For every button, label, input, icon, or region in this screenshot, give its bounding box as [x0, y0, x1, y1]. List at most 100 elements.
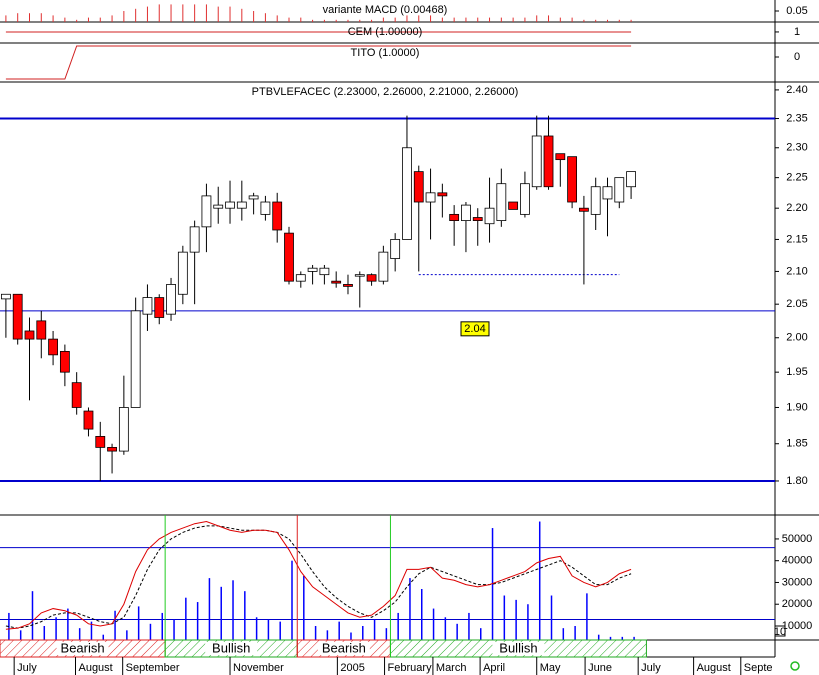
candle-body: [107, 447, 117, 452]
x-tick-label: May: [540, 662, 561, 674]
candle-body: [390, 239, 401, 259]
y-tick-label: 2.05: [786, 298, 807, 310]
candle-body: [95, 435, 106, 448]
candle-body: [236, 201, 247, 209]
candle-body: [555, 153, 566, 161]
candle-body: [449, 213, 460, 222]
candle-body: [48, 338, 58, 356]
candle-body: [154, 297, 165, 318]
candle-body: [36, 320, 47, 340]
candle-body: [543, 135, 554, 188]
candle-body: [295, 274, 306, 282]
candle-body: [461, 204, 471, 222]
slow-line: [5, 525, 632, 629]
candle-body: [579, 207, 589, 212]
candle-body: [59, 351, 70, 373]
panel-title: PTBVLEFACEC (2.23000, 2.26000, 2.21000, …: [252, 86, 519, 98]
regime-label-bg: [56, 642, 109, 655]
y-tick-label: 1.85: [786, 438, 807, 450]
candle-body: [166, 284, 176, 315]
y-tick-label: 2.40: [786, 84, 807, 96]
y-tick-label: 1.95: [786, 366, 807, 378]
candle-body: [213, 204, 224, 209]
y-tick-label: 2.25: [786, 172, 807, 184]
candle-body: [118, 407, 129, 452]
candle-body: [71, 382, 82, 408]
candle-body: [366, 274, 377, 282]
candle-body: [602, 186, 613, 200]
candle-body: [378, 251, 389, 282]
regime-label: Bullish: [212, 640, 250, 655]
y-tick-label: 1: [794, 26, 800, 38]
x-tick-label: Septe: [744, 662, 773, 674]
regime-label: Bullish: [499, 640, 537, 655]
candle-body: [177, 251, 188, 295]
candle-body: [343, 284, 353, 287]
panel-title: variante MACD (0.00468): [323, 4, 448, 16]
panel-title: CEM (1.00000): [348, 26, 423, 38]
candle-body: [614, 177, 625, 203]
candle-body: [437, 192, 448, 197]
candle-body: [0, 293, 11, 300]
candle-body: [260, 201, 271, 215]
candle-body: [319, 267, 330, 276]
y-tick-label: 2.10: [786, 265, 807, 277]
regime-label: Bearish: [61, 640, 105, 655]
regime-label-bg: [492, 642, 545, 655]
x-tick-label: August: [697, 662, 731, 674]
y-tick-label: 1.90: [786, 401, 807, 413]
y-tick-label: 1.80: [786, 475, 807, 487]
candle-body: [354, 274, 365, 277]
regime-label: Bearish: [322, 640, 366, 655]
y-tick-label: 2.15: [786, 233, 807, 245]
x-tick-label: August: [78, 662, 112, 674]
x-tick-label: June: [588, 662, 612, 674]
candle-body: [520, 183, 530, 215]
y-tick-label: 40000: [782, 555, 813, 567]
y-tick-label: 2.35: [786, 112, 807, 124]
candle-body: [626, 171, 636, 188]
candle-body: [331, 280, 342, 284]
support-badge: [460, 321, 490, 337]
candle-body: [189, 226, 200, 253]
x-tick-label: July: [641, 662, 661, 674]
candle-body: [83, 410, 94, 430]
indicator-line: [5, 45, 632, 80]
y-tick-label: 0.05: [786, 5, 807, 17]
y-tick-label: 2.30: [786, 142, 807, 154]
y-tick-label: 10000: [782, 620, 813, 632]
status-icon: [790, 661, 800, 671]
candle-body: [24, 330, 35, 340]
regime-label-bg: [317, 642, 370, 655]
candle-body: [284, 232, 294, 282]
candle-body: [567, 156, 578, 203]
x-tick-label: September: [126, 662, 180, 674]
regime-label-bg: [205, 642, 258, 655]
candle-body: [225, 201, 235, 209]
candle-body: [531, 135, 542, 188]
y-tick-label: 2.20: [786, 202, 807, 214]
candle-body: [12, 293, 23, 340]
candle-body: [201, 195, 212, 228]
annotation: 10: [774, 626, 786, 638]
y-tick-label: 20000: [782, 598, 813, 610]
x-tick-label: March: [436, 662, 467, 674]
y-tick-label: 30000: [782, 576, 813, 588]
candle-body: [472, 217, 483, 222]
candle-body: [496, 183, 507, 222]
support-label: 2.04: [464, 323, 485, 335]
candle-body: [272, 201, 283, 231]
x-tick-label: July: [17, 662, 37, 674]
candle-body: [508, 201, 519, 210]
annotation-box: [774, 625, 786, 637]
candle-body: [413, 171, 424, 203]
y-tick-label: 0: [794, 51, 800, 63]
candle-body: [307, 267, 318, 272]
candle-body: [248, 195, 259, 200]
y-tick-label: 2.00: [786, 332, 807, 344]
x-tick-label: February: [388, 662, 433, 674]
x-tick-label: April: [483, 662, 505, 674]
candle-body: [484, 207, 495, 225]
